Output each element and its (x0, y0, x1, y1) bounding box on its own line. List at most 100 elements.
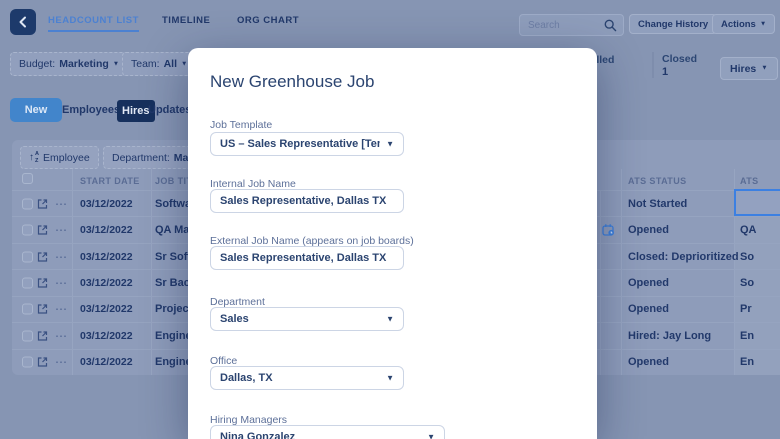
cell-ats-status: Not Started (628, 197, 688, 210)
field-label-office: Office (210, 355, 238, 367)
stat-closed-value: 1 (662, 66, 669, 78)
focused-cell[interactable] (734, 189, 780, 216)
segment-employees[interactable]: Employees (62, 104, 121, 116)
cell-start-date: 03/12/2022 (80, 276, 133, 289)
cell-ats-status: Opened (628, 356, 669, 369)
chevron-down-icon: ▼ (112, 60, 120, 68)
field-label-department: Department (210, 296, 265, 308)
search-input[interactable] (520, 19, 604, 31)
select-all-checkbox[interactable] (22, 173, 33, 184)
row-menu-icon[interactable]: ⋯ (55, 249, 68, 264)
field-label-hiring-managers: Hiring Managers (210, 414, 288, 426)
column-header-job-title[interactable]: JOB TITLE (155, 176, 205, 186)
cell-ats-status: Closed: Deprioritized (628, 250, 739, 263)
sort-chip-label: Employee (42, 151, 90, 164)
open-record-icon[interactable] (37, 277, 48, 288)
segment-updates[interactable]: Updates (148, 104, 192, 116)
row-menu-icon[interactable]: ⋯ (55, 355, 68, 370)
actions-label: Actions (721, 18, 756, 30)
internal-job-name-input[interactable]: Sales Representative, Dallas TX (210, 189, 404, 213)
cell-ats-extra: QA (740, 224, 757, 237)
new-button[interactable]: New (10, 98, 62, 122)
row-menu-icon[interactable]: ⋯ (55, 328, 68, 343)
search-box[interactable] (519, 14, 624, 36)
hiring-managers-select[interactable]: Nina Gonzalez ▼ (210, 425, 445, 439)
open-record-icon[interactable] (37, 357, 48, 368)
external-link-icon (37, 225, 48, 235)
field-label-external-job-name: External Job Name (appears on job boards… (210, 235, 414, 247)
column-header-start-date[interactable]: START DATE (80, 176, 140, 186)
cell-ats-extra: Pr (740, 303, 752, 316)
department-value: Sales (220, 313, 249, 325)
cell-start-date: 03/12/2022 (80, 329, 133, 342)
hires-dropdown-button[interactable]: Hires ▼ (720, 57, 778, 80)
cell-start-date: 03/12/2022 (80, 224, 133, 237)
cell-ats-status: Opened (628, 303, 669, 316)
external-job-name-input[interactable]: Sales Representative, Dallas TX (210, 246, 404, 270)
row-checkbox[interactable] (22, 224, 33, 236)
row-menu-icon[interactable]: ⋯ (55, 196, 68, 211)
office-select[interactable]: Dallas, TX ▼ (210, 366, 404, 390)
field-label-internal-job-name: Internal Job Name (210, 178, 296, 190)
row-menu-icon[interactable]: ⋯ (55, 275, 68, 290)
cell-ats-status: Hired: Jay Long (628, 329, 712, 342)
search-icon (604, 19, 617, 31)
budget-filter-label: Budget: (19, 58, 56, 70)
department-select[interactable]: Sales ▼ (210, 307, 404, 331)
external-link-icon (37, 331, 48, 341)
cell-job-title: Enginee (155, 356, 198, 369)
tab-headcount-list[interactable]: HEADCOUNT LIST (48, 15, 139, 32)
cell-ats-extra: En (740, 329, 755, 342)
stat-divider (652, 52, 654, 78)
chevron-down-icon: ▼ (386, 314, 394, 324)
row-checkbox[interactable] (22, 303, 33, 315)
open-record-icon[interactable] (37, 251, 48, 262)
team-filter-chip[interactable]: Team: All ▼ (122, 52, 197, 76)
external-job-name-value: Sales Representative, Dallas TX (220, 252, 387, 264)
tab-timeline[interactable]: TIMELINE (162, 15, 211, 26)
row-checkbox[interactable] (22, 198, 33, 210)
row-menu-icon[interactable]: ⋯ (55, 302, 68, 317)
open-record-icon[interactable] (37, 198, 48, 209)
change-history-button[interactable]: Change History (629, 14, 718, 34)
hiring-managers-value: Nina Gonzalez (220, 431, 296, 439)
external-link-icon (37, 199, 48, 209)
stat-closed-label: Closed (662, 53, 698, 65)
row-checkbox[interactable] (22, 277, 33, 289)
column-header-ats-extra[interactable]: ATS (740, 176, 759, 186)
column-divider (621, 169, 622, 375)
column-header-ats-status[interactable]: ATS STATUS (628, 176, 687, 186)
budget-filter-chip[interactable]: Budget: Marketing ▼ (10, 52, 129, 76)
row-checkbox[interactable] (22, 330, 33, 342)
cell-start-date: 03/12/2022 (80, 356, 133, 369)
team-filter-value: All (163, 58, 178, 70)
open-record-icon[interactable] (37, 304, 48, 315)
hires-dropdown-label: Hires (730, 62, 757, 75)
open-record-icon[interactable] (37, 225, 48, 236)
job-template-select[interactable]: US – Sales Representative [Template] ▼ (210, 132, 404, 156)
chevron-down-icon: ▼ (759, 20, 767, 28)
external-link-icon (37, 357, 48, 367)
budget-filter-value: Marketing (59, 58, 109, 70)
row-checkbox[interactable] (22, 251, 33, 263)
chevron-down-icon: ▼ (427, 432, 435, 439)
back-button[interactable] (10, 9, 36, 35)
chevron-down-icon: ▼ (181, 60, 188, 68)
cell-start-date: 03/12/2022 (80, 197, 133, 210)
open-record-icon[interactable] (37, 330, 48, 341)
tab-org-chart[interactable]: ORG CHART (237, 15, 300, 26)
segment-hires[interactable]: Hires (117, 100, 155, 122)
chevron-left-icon (19, 16, 26, 28)
column-divider (151, 169, 152, 375)
calendar-sync-icon[interactable] (602, 224, 615, 237)
row-checkbox[interactable] (22, 356, 33, 368)
external-link-icon (37, 304, 48, 314)
external-link-icon (37, 251, 48, 262)
team-filter-label: Team: (131, 58, 160, 70)
actions-button[interactable]: Actions ▼ (712, 14, 776, 34)
cell-job-title: Enginee (155, 329, 198, 342)
cell-ats-status: Opened (628, 276, 669, 289)
row-menu-icon[interactable]: ⋯ (55, 223, 68, 238)
